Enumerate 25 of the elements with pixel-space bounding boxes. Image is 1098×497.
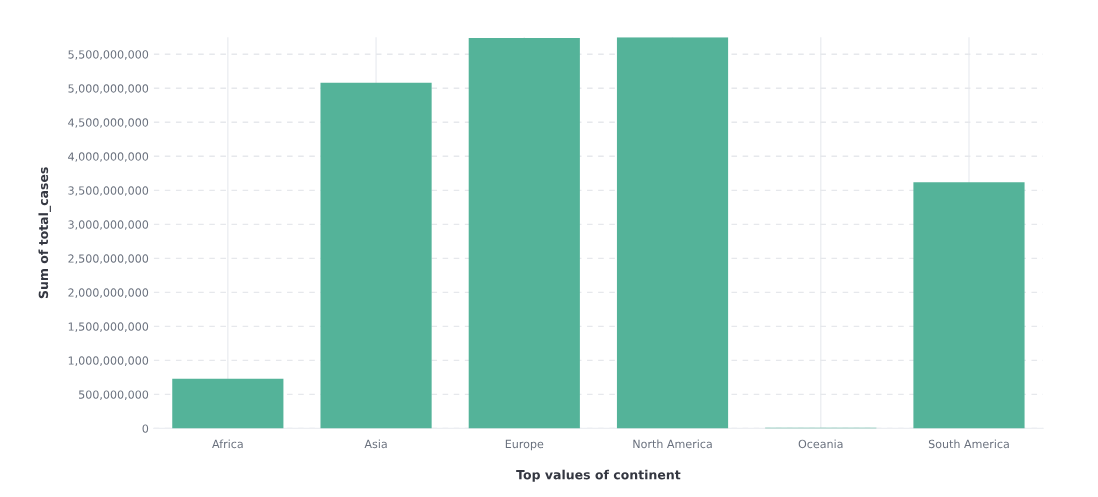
bar — [913, 182, 1025, 429]
y-tick-label: 1,500,000,000 — [68, 322, 149, 332]
x-tick-label: Africa — [212, 439, 243, 449]
y-tick-label: 1,000,000,000 — [68, 356, 149, 366]
x-tick-label: Europe — [505, 439, 544, 451]
y-tick-label: 0 — [142, 424, 149, 433]
x-tick-label: Asia — [364, 439, 387, 449]
y-tick-label: 3,500,000,000 — [68, 186, 149, 196]
bar — [320, 82, 432, 429]
x-tick-label: North America — [633, 439, 712, 449]
x-tick-label: Oceania — [798, 439, 843, 449]
bar — [172, 378, 284, 429]
x-tick-label: South America — [928, 439, 1009, 449]
y-tick-label: 2,500,000,000 — [68, 254, 149, 264]
x-axis-title: Top values of continent — [516, 469, 681, 482]
bar — [468, 37, 580, 429]
y-tick-label: 500,000,000 — [79, 390, 149, 400]
y-tick-label: 2,000,000,000 — [68, 288, 149, 298]
y-tick-label: 5,000,000,000 — [68, 84, 149, 94]
y-tick-label: 5,500,000,000 — [68, 50, 149, 60]
y-axis-title: Sum of total_cases — [38, 167, 51, 299]
y-tick-label: 4,500,000,000 — [68, 118, 149, 128]
bar — [616, 37, 729, 429]
y-tick-label: 3,000,000,000 — [68, 220, 149, 230]
y-tick-label: 4,000,000,000 — [68, 152, 149, 162]
